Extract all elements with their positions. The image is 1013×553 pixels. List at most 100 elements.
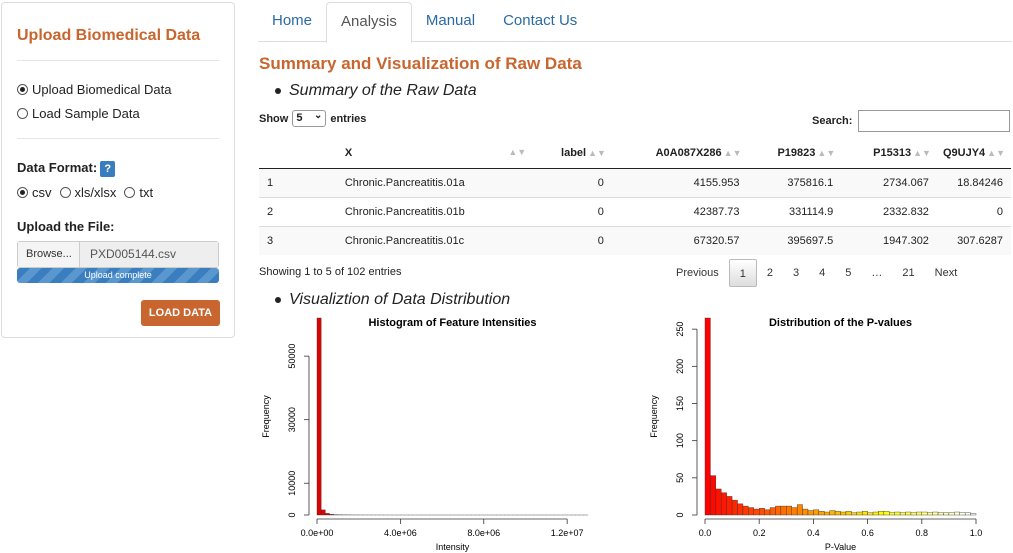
format-option-xls[interactable]: xls/xlsx <box>59 185 117 200</box>
page-2[interactable]: 2 <box>766 267 774 279</box>
histogram-bar <box>943 512 950 516</box>
help-icon[interactable]: ? <box>100 161 116 177</box>
search-input[interactable] <box>858 110 1011 132</box>
y-tick-label: 50000 <box>287 344 297 369</box>
summary-heading: Summary of the Raw Data <box>275 82 477 100</box>
format-option-txt[interactable]: txt <box>124 185 153 200</box>
y-tick-label: 30000 <box>287 407 297 432</box>
chart-title: Distribution of the P-values <box>769 317 912 329</box>
histogram-bar <box>889 512 895 516</box>
histogram-bar <box>737 503 744 516</box>
page-title: Summary and Visualization of Raw Data <box>259 54 582 73</box>
radio-button-icon[interactable] <box>17 108 28 119</box>
browse-button[interactable]: Browse... <box>18 242 80 267</box>
y-tick-label: 0 <box>287 512 297 517</box>
upload-progress-bar: Upload complete <box>17 268 219 283</box>
radio-upload-data[interactable]: Upload Biomedical Data <box>17 82 171 97</box>
histogram-bar <box>861 511 868 516</box>
tab-contact-us[interactable]: Contact Us <box>503 12 578 29</box>
histogram-bar <box>329 514 334 516</box>
sort-icon: ▲▼ <box>588 148 606 159</box>
data-table: X ▲▼ label ▲▼ A0A087X286 ▲▼ P19823 ▲▼ P15313… <box>259 139 1011 255</box>
viz-heading: Visualiztion of Data Distribution <box>275 291 510 309</box>
histogram-bar <box>883 511 890 516</box>
histogram-bar <box>824 511 830 516</box>
tab-manual[interactable]: Manual <box>425 12 476 29</box>
radio-load-sample[interactable]: Load Sample Data <box>17 106 140 121</box>
table-row[interactable]: 1 Chronic.Pancreatitis.01a 0 4155.953 37… <box>259 167 1011 197</box>
column-header-label-col[interactable]: label ▲▼ <box>534 139 612 169</box>
histogram-bar <box>753 508 760 516</box>
radio-button-icon[interactable] <box>124 187 136 198</box>
format-label: xls/xlsx <box>74 185 117 200</box>
x-tick-label: 4.0e+06 <box>384 528 417 538</box>
histogram-bar <box>964 512 971 516</box>
page-previous[interactable]: Previous <box>676 267 719 279</box>
format-option-csv[interactable]: csv <box>17 185 52 200</box>
divider <box>17 60 219 61</box>
tab-home[interactable]: Home <box>272 12 313 29</box>
x-tick-label: 0.0e+00 <box>301 528 334 538</box>
x-tick-label: 0.2 <box>753 528 766 538</box>
column-header-label: A0A087X286 <box>655 147 722 160</box>
histogram-bar <box>791 507 798 516</box>
histogram-bar <box>715 488 722 516</box>
x-tick-label: 0.8 <box>916 528 929 538</box>
pvalue-histogram: Distribution of the P-values 0.0 0.2 0.4 0.6… <box>649 317 983 552</box>
x-tick-label: 0.6 <box>861 528 874 538</box>
column-header-a0a087x286[interactable]: A0A087X286 ▲▼ <box>611 139 748 169</box>
show-entries: Show 5 entries <box>259 108 366 127</box>
upload-panel-title: Upload Biomedical Data <box>17 27 201 44</box>
column-header-p15313[interactable]: P15313 ▲▼ <box>841 139 937 169</box>
sort-icon: ▲▼ <box>817 148 836 159</box>
entries-select[interactable]: 5 <box>292 108 327 127</box>
x-tick-label: 0.4 <box>807 528 820 538</box>
table-row[interactable]: 3 Chronic.Pancreatitis.01c 0 67320.57 39… <box>259 225 1011 255</box>
table-cell: 307.6287 <box>936 225 1011 255</box>
file-name-field: PXD005144.csv <box>80 242 218 267</box>
page-next[interactable]: Next <box>934 267 958 279</box>
histogram-bar <box>856 511 863 516</box>
histogram-bar <box>927 512 933 516</box>
histogram-bar <box>786 505 792 516</box>
radio-button-icon[interactable] <box>59 187 71 198</box>
histogram-bar <box>807 510 814 516</box>
histogram-bar <box>726 496 733 516</box>
column-header-index[interactable] <box>259 139 295 169</box>
sort-icon: ▲▼ <box>508 147 527 158</box>
y-axis-label: Frequency <box>649 395 659 438</box>
page-3[interactable]: 3 <box>793 267 800 279</box>
table-row[interactable]: 2 Chronic.Pancreatitis.01b 0 42387.73 33… <box>259 196 1011 226</box>
x-tick-label: 1.0 <box>970 528 983 538</box>
histogram-bar <box>937 512 944 516</box>
x-axis-label: P-Value <box>825 542 856 552</box>
histogram-bar <box>840 511 847 516</box>
radio-button-icon[interactable] <box>17 187 28 198</box>
histogram-bar <box>802 508 809 516</box>
table-cell: 2 <box>259 196 295 226</box>
radio-button-icon[interactable] <box>17 84 28 95</box>
column-header-x[interactable]: X ▲▼ <box>294 139 535 169</box>
format-label: csv <box>32 185 52 200</box>
column-header-label: label <box>561 147 587 160</box>
file-input[interactable]: Browse... PXD005144.csv <box>17 241 219 268</box>
y-tick-label: 0 <box>675 512 685 517</box>
y-tick-label: 10000 <box>287 471 297 496</box>
table-cell: 375816.1 <box>747 167 842 197</box>
sort-icon: ▲▼ <box>987 148 1005 159</box>
column-header-p19823[interactable]: P19823 ▲▼ <box>747 139 842 169</box>
page-21[interactable]: 21 <box>902 267 915 279</box>
column-header-q9ujy4[interactable]: Q9UJY4 ▲▼ <box>936 139 1011 169</box>
tab-analysis[interactable]: Analysis <box>326 2 412 43</box>
histogram-bar <box>894 511 901 516</box>
format-radio-group: csv xls/xlsx txt <box>17 185 161 200</box>
page-4[interactable]: 4 <box>819 267 826 279</box>
histogram-bar <box>775 505 782 516</box>
load-data-button[interactable]: LOAD DATA <box>141 300 220 326</box>
page-1[interactable]: 1 <box>728 259 757 287</box>
column-header-label: P19823 <box>777 147 816 160</box>
histogram-bar <box>731 499 738 516</box>
page-5[interactable]: 5 <box>845 267 852 279</box>
histogram-bar <box>764 509 771 516</box>
table-cell: 2734.067 <box>841 167 937 197</box>
